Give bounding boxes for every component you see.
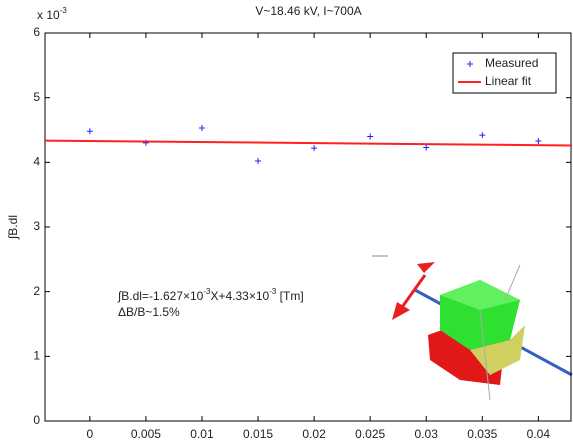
y-tick-label: 2 [33, 284, 40, 298]
data-point [423, 144, 429, 150]
magnet-illustration [372, 256, 572, 400]
legend-label: Measured [485, 56, 538, 70]
y-tick-label: 0 [33, 413, 40, 427]
y-tick-label: 3 [33, 219, 40, 233]
x-tick-label: 0.025 [355, 427, 385, 441]
x-tick-label: 0.015 [243, 427, 273, 441]
equation-part: ∫B.dl=-1.627×10 [117, 289, 204, 303]
x-tick-label: 0.01 [190, 427, 214, 441]
y-multiplier: x 10-3 [37, 6, 67, 22]
y-tick-label: 1 [33, 349, 40, 363]
data-point [311, 145, 317, 151]
x-tick-label: 0.035 [467, 427, 497, 441]
legend-label: Linear fit [485, 74, 532, 88]
x-tick-label: 0.02 [302, 427, 326, 441]
data-point [479, 132, 485, 138]
equation-part: [Tm] [276, 289, 303, 303]
chart-title: V~18.46 kV, I~700A [255, 4, 361, 18]
fit-equation: ∫B.dl=-1.627×10-3X+4.33×10-3 [Tm] [117, 287, 304, 303]
x-tick-label: 0 [87, 427, 94, 441]
chart: ∫B.dl=-1.627×10-3X+4.33×10-3 [Tm] ΔB/B~1… [0, 0, 573, 443]
y-tick-label: 5 [33, 90, 40, 104]
data-point [535, 138, 541, 144]
x-tick-label: 0.03 [415, 427, 439, 441]
data-point [87, 128, 93, 134]
y-tick-label: 6 [33, 25, 40, 39]
equation-part: X+4.33×10 [210, 289, 269, 303]
data-point [199, 125, 205, 131]
page: {"chart_data": {"type": "scatter", "titl… [0, 0, 573, 443]
y-axis-label: ∫B.dl [6, 215, 20, 240]
x-tick-label: 0.04 [527, 427, 551, 441]
x-tick-label: 0.005 [131, 427, 161, 441]
fit-line [45, 141, 572, 146]
uncertainty-note: ΔB/B~1.5% [118, 305, 180, 319]
data-point [367, 133, 373, 139]
data-point [255, 158, 261, 164]
y-tick-label: 4 [33, 155, 40, 169]
